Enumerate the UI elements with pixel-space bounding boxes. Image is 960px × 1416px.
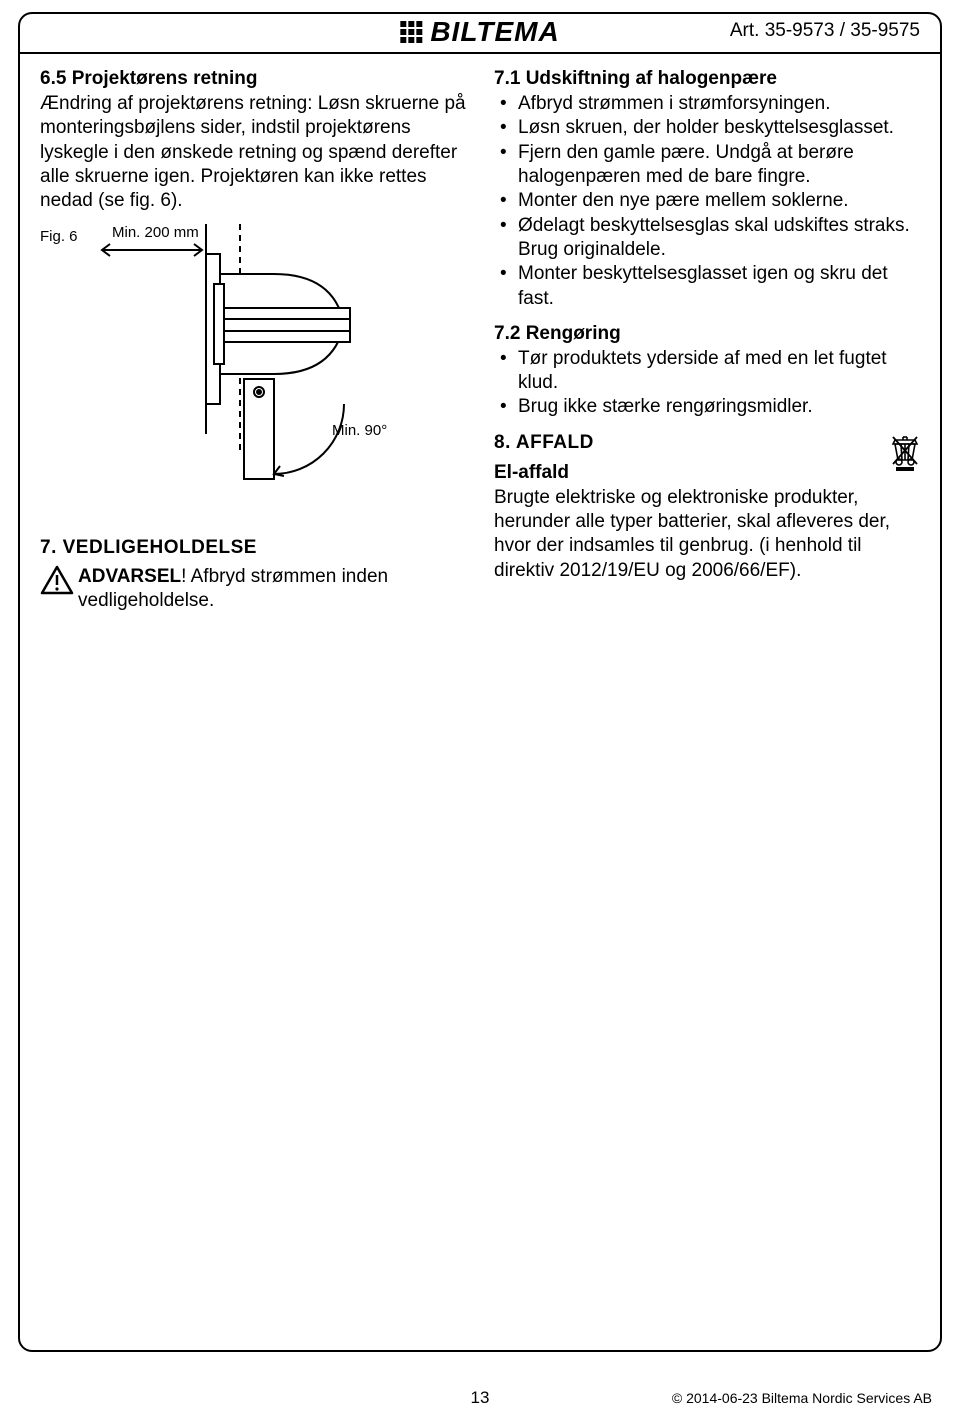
figure-6-min200: Min. 200 mm (112, 224, 199, 241)
list-item: Ødelagt beskyttelsesglas skal udskiftes … (494, 214, 920, 263)
sec-6-5-title: 6.5 Projektørens retning (40, 68, 466, 90)
left-column: 6.5 Projektørens retning Ændring af proj… (40, 68, 466, 614)
list-item: Tør produktets yderside af med en let fu… (494, 347, 920, 396)
footer-copyright: © 2014-06-23 Biltema Nordic Services AB (672, 1390, 932, 1406)
list-item: Brug ikke stærke rengøringsmidler. (494, 395, 920, 419)
footer: 13 © 2014-06-23 Biltema Nordic Services … (0, 1390, 960, 1406)
logo-squares-icon (400, 21, 422, 43)
brand-logo: BILTEMA (400, 16, 559, 48)
brand-text: BILTEMA (430, 16, 559, 48)
figure-6-diagram: Min. 200 mm Min. 90° (94, 224, 414, 519)
page-number: 13 (461, 1388, 500, 1408)
weee-bin-icon (890, 434, 920, 472)
page: BILTEMA Art. 35-9573 / 35-9575 6.5 Proje… (0, 0, 960, 1416)
list-item: Fjern den gamle pære. Undgå at berøre ha… (494, 141, 920, 190)
columns: 6.5 Projektørens retning Ændring af proj… (40, 68, 920, 614)
list-item: Monter den nye pære mellem soklerne. (494, 189, 920, 213)
article-number: Art. 35-9573 / 35-9575 (730, 20, 920, 42)
sec-7-title: 7. VEDLIGEHOLDELSE (40, 537, 466, 559)
sec-8-header: 8. AFFALD El-affald (494, 432, 920, 486)
figure-6: Fig. 6 (40, 224, 466, 519)
list-item: Monter beskyttelsesglasset igen og skru … (494, 262, 920, 311)
sec-7-1-title: 7.1 Udskiftning af halogenpære (494, 68, 920, 90)
sec-7-2-list: Tør produktets yderside af med en let fu… (494, 347, 920, 420)
el-affald-title: El-affald (494, 462, 878, 484)
el-affald-body: Brugte elektriske og elektroniske produk… (494, 486, 920, 583)
warning-text: ADVARSEL! Afbryd strømmen inden vedligeh… (78, 565, 466, 614)
sec-7-1-list: Afbryd strømmen i strømforsyningen. Løsn… (494, 92, 920, 311)
header-bar: BILTEMA Art. 35-9573 / 35-9575 (20, 14, 940, 54)
figure-6-label: Fig. 6 (40, 224, 84, 245)
warning-strong: ADVARSEL (78, 566, 181, 587)
sec-7-2-title: 7.2 Rengøring (494, 323, 920, 345)
warning-triangle-icon (40, 565, 74, 595)
right-column: 7.1 Udskiftning af halogenpære Afbryd st… (494, 68, 920, 614)
list-item: Afbryd strømmen i strømforsyningen. (494, 92, 920, 116)
projector-diagram-icon (94, 224, 414, 514)
list-item: Løsn skruen, der holder beskyttelsesglas… (494, 116, 920, 140)
content-frame: BILTEMA Art. 35-9573 / 35-9575 6.5 Proje… (18, 12, 942, 1352)
sec-6-5-body: Ændring af projektørens retning: Løsn sk… (40, 92, 466, 214)
figure-6-min90: Min. 90° (332, 422, 387, 439)
warning-row: ADVARSEL! Afbryd strømmen inden vedligeh… (40, 565, 466, 614)
sec-8-title: 8. AFFALD (494, 432, 878, 454)
